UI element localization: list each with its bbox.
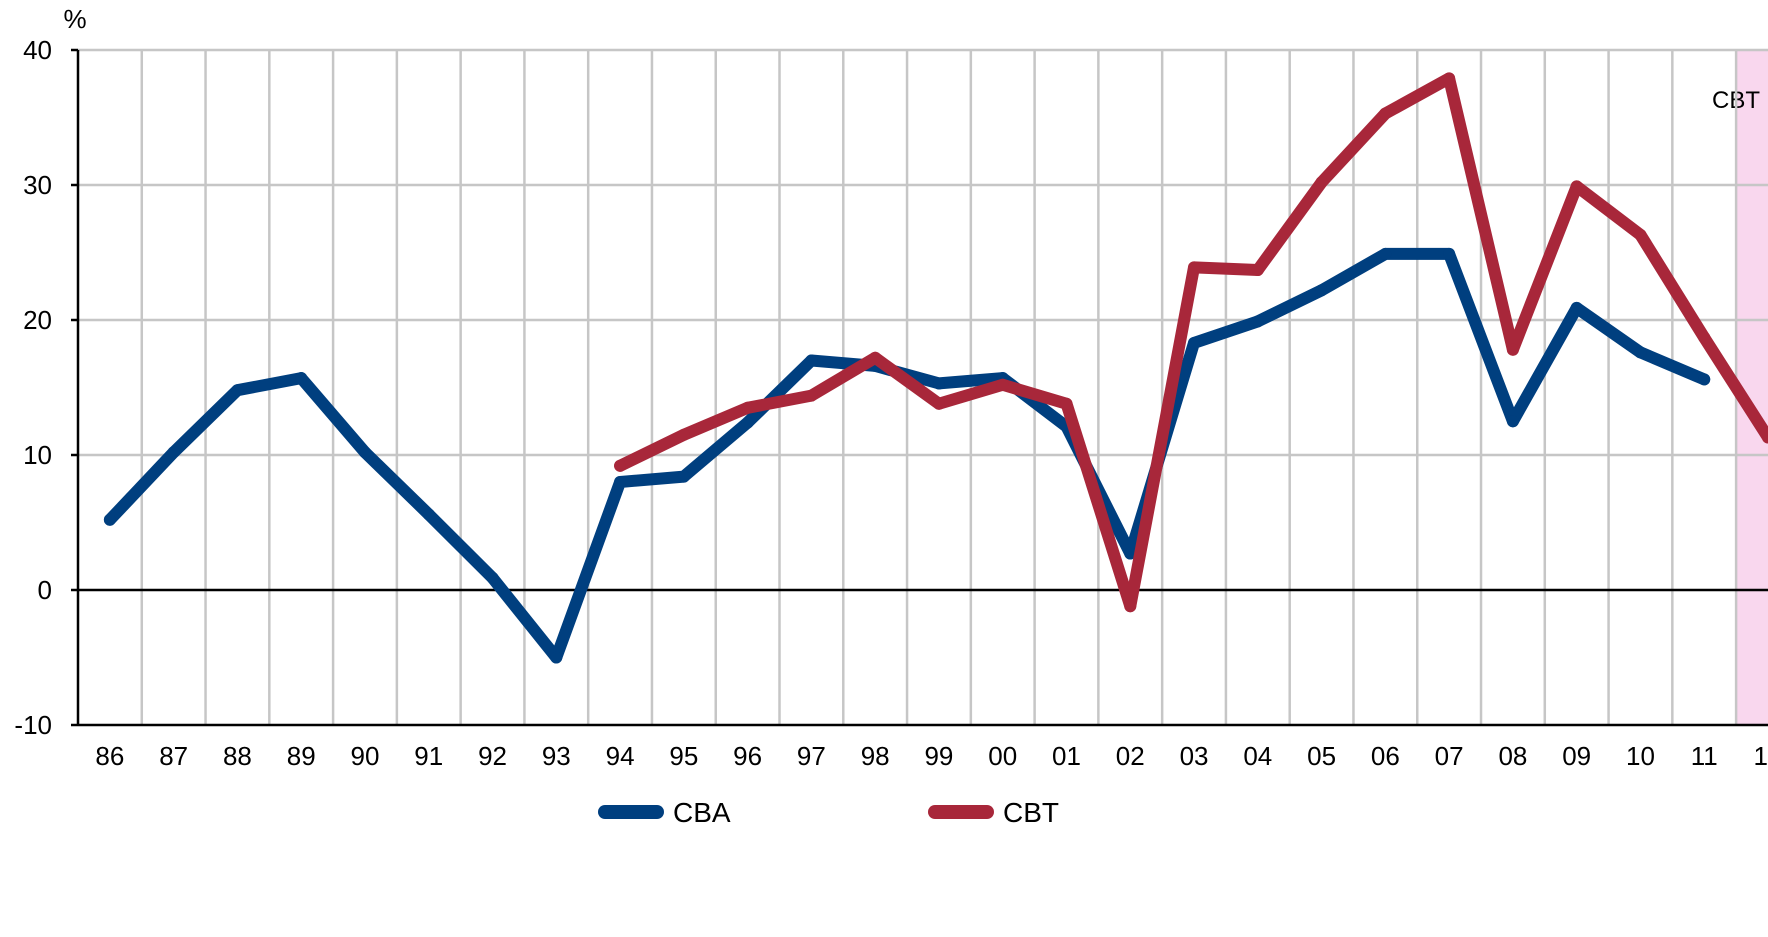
x-tick-label: 04 (1243, 741, 1272, 771)
y-tick-label: 10 (23, 440, 52, 470)
x-tick-label: 95 (669, 741, 698, 771)
x-tick-label: 92 (478, 741, 507, 771)
x-tick-label: 97 (797, 741, 826, 771)
data-point-cba (1570, 301, 1583, 314)
x-tick-label: 09 (1562, 741, 1591, 771)
x-tick-label: 89 (287, 741, 316, 771)
x-tick-label: 98 (861, 741, 890, 771)
data-point-cba (103, 513, 116, 526)
data-point-cbt (869, 351, 882, 364)
data-point-cbt (1698, 331, 1711, 344)
x-tick-label: 94 (606, 741, 635, 771)
x-tick-label: 03 (1180, 741, 1209, 771)
data-point-cba (614, 476, 627, 488)
data-point-cba (231, 384, 244, 397)
x-tick-label: 90 (351, 741, 380, 771)
data-point-cba (1188, 336, 1201, 349)
x-tick-label: 87 (159, 741, 188, 771)
data-point-cbt (1379, 107, 1392, 120)
x-tick-label: 12 (1754, 741, 1768, 771)
axes (71, 48, 1768, 727)
x-tick-label: 01 (1052, 741, 1081, 771)
data-point-cbt (1570, 180, 1583, 193)
data-point-cba (486, 571, 499, 584)
data-point-cbt (996, 378, 1009, 391)
y-tick-label: 40 (23, 35, 52, 65)
data-point-cba (1251, 315, 1264, 328)
x-tick-label: 99 (924, 741, 953, 771)
data-point-cba (167, 446, 180, 459)
data-point-cbt (932, 397, 945, 410)
gridlines (78, 48, 1768, 725)
legend-label-cbt: CBT (1003, 797, 1059, 828)
data-point-cbt (1315, 176, 1328, 189)
y-unit-label: % (63, 4, 86, 34)
data-point-cbt (677, 428, 690, 441)
x-tick-label: 05 (1307, 741, 1336, 771)
data-point-cbt (1124, 600, 1137, 613)
data-point-cbt (1634, 228, 1647, 241)
x-tick-label: 02 (1116, 741, 1145, 771)
data-point-cbt (1060, 397, 1073, 410)
data-point-cba (1698, 373, 1711, 386)
data-point-cbt (1443, 72, 1456, 85)
data-point-cbt (805, 389, 818, 402)
data-point-cba (422, 508, 435, 521)
x-tick-label: 07 (1435, 741, 1464, 771)
data-point-cba (1443, 247, 1456, 260)
x-tick-label: 06 (1371, 741, 1400, 771)
data-point-cba (741, 416, 754, 429)
series-lines (103, 72, 1768, 664)
data-point-cba (1634, 346, 1647, 359)
x-tick-label: 86 (95, 741, 124, 771)
legend: CBA CBT (598, 797, 1059, 828)
x-tick-label: 10 (1626, 741, 1655, 771)
x-tick-label: 00 (988, 741, 1017, 771)
data-point-cba (550, 651, 563, 664)
x-tick-label: 96 (733, 741, 762, 771)
data-point-cbt (614, 459, 627, 472)
data-point-cba (1315, 284, 1328, 297)
data-point-cba (805, 354, 818, 367)
data-point-cba (677, 470, 690, 483)
data-point-cbt (741, 401, 754, 414)
x-tick-label: 88 (223, 741, 252, 771)
legend-label-cba: CBA (673, 797, 731, 828)
x-tick-label: 93 (542, 741, 571, 771)
data-point-cbt (1762, 431, 1768, 444)
x-tick-label: 91 (414, 741, 443, 771)
data-point-cbt (1506, 343, 1519, 356)
data-point-cba (1124, 547, 1137, 560)
data-point-cbt (1188, 261, 1201, 274)
y-tick-label: -10 (14, 710, 52, 740)
y-tick-label: 20 (23, 305, 52, 335)
data-point-cbt (1251, 264, 1264, 277)
y-tick-label: 0 (38, 575, 52, 605)
x-tick-label: 11 (1691, 741, 1718, 771)
data-point-cba (358, 446, 371, 459)
data-point-cba (932, 377, 945, 390)
y-tick-label: 30 (23, 170, 52, 200)
data-point-cba (295, 372, 308, 385)
data-point-cba (1379, 247, 1392, 260)
x-tick-label: 08 (1498, 741, 1527, 771)
data-point-cba (1506, 415, 1519, 428)
